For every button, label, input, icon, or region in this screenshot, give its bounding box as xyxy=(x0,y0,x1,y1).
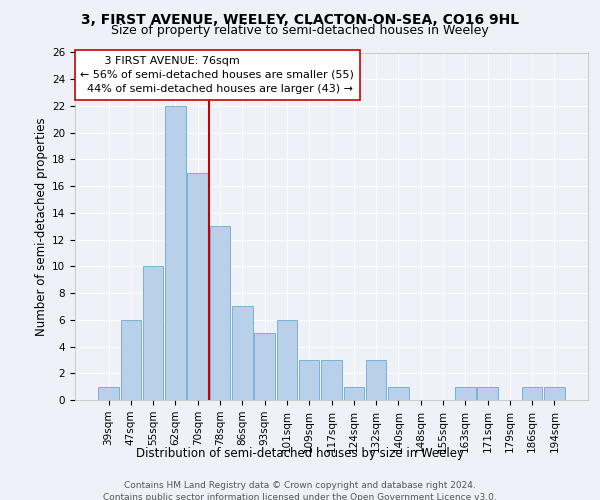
Bar xyxy=(98,386,119,400)
Y-axis label: Number of semi-detached properties: Number of semi-detached properties xyxy=(35,117,48,336)
Bar xyxy=(544,386,565,400)
Bar xyxy=(299,360,319,400)
Text: Size of property relative to semi-detached houses in Weeley: Size of property relative to semi-detach… xyxy=(111,24,489,37)
Text: 3 FIRST AVENUE: 76sqm
← 56% of semi-detached houses are smaller (55)
  44% of se: 3 FIRST AVENUE: 76sqm ← 56% of semi-deta… xyxy=(80,56,354,94)
Bar xyxy=(477,386,498,400)
Bar xyxy=(366,360,386,400)
Bar xyxy=(121,320,141,400)
Bar xyxy=(321,360,342,400)
Text: Distribution of semi-detached houses by size in Weeley: Distribution of semi-detached houses by … xyxy=(136,448,464,460)
Bar xyxy=(210,226,230,400)
Bar xyxy=(388,386,409,400)
Bar xyxy=(232,306,253,400)
Bar xyxy=(143,266,163,400)
Bar xyxy=(187,173,208,400)
Bar xyxy=(455,386,476,400)
Bar xyxy=(254,333,275,400)
Bar xyxy=(277,320,297,400)
Text: 3, FIRST AVENUE, WEELEY, CLACTON-ON-SEA, CO16 9HL: 3, FIRST AVENUE, WEELEY, CLACTON-ON-SEA,… xyxy=(81,12,519,26)
Text: Contains HM Land Registry data © Crown copyright and database right 2024.
Contai: Contains HM Land Registry data © Crown c… xyxy=(103,481,497,500)
Bar xyxy=(165,106,186,400)
Bar xyxy=(344,386,364,400)
Bar xyxy=(522,386,542,400)
